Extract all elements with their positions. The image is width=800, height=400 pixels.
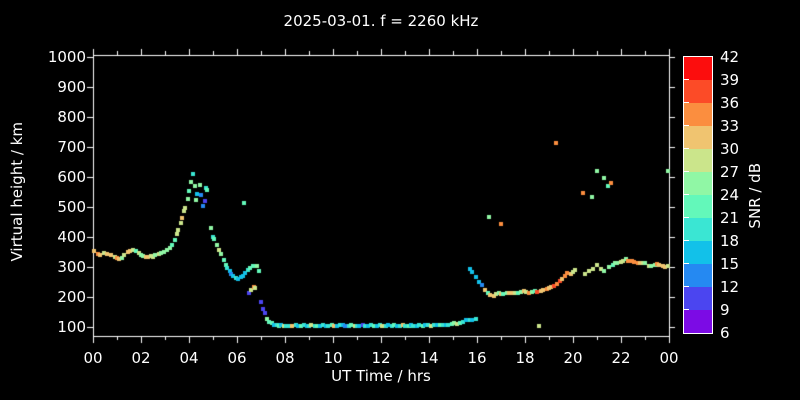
colorbar-segment [684,195,712,218]
colorbar-tick-label: 42 [720,48,740,66]
x-tick-label: 00 [83,349,103,367]
colorbar-tick-notch [684,217,689,218]
colorbar-tick-label: 18 [720,232,740,250]
y-tick-label: 800 [57,108,86,126]
colorbar-tick-notch [684,286,689,287]
y-tick-label: 300 [57,258,86,276]
colorbar-tick-label: 24 [720,186,740,204]
x-tick-label: 16 [467,349,487,367]
colorbar-tick-label: 21 [720,209,740,227]
plot-title: 2025-03-01. f = 2260 kHz [283,12,479,30]
x-tick-label: 02 [131,349,151,367]
colorbar-segment [684,264,712,287]
colorbar-segment [684,126,712,149]
colorbar-segment [684,103,712,126]
colorbar-segment [684,287,712,310]
colorbar-segment [684,57,712,80]
x-axis-label: UT Time / hrs [331,367,431,385]
colorbar-tick-label: 6 [720,324,730,342]
y-tick-label: 100 [57,318,86,336]
colorbar-label: SNR / dB [746,163,764,229]
x-tick-label: 04 [179,349,199,367]
colorbar-tick-label: 33 [720,117,740,135]
colorbar-segment [684,80,712,103]
y-tick-label: 700 [57,138,86,156]
y-tick-label: 600 [57,168,86,186]
x-tick-label: 18 [515,349,535,367]
y-tick-label: 500 [57,198,86,216]
colorbar-tick-notch [684,171,689,172]
snr-colorbar [683,56,713,334]
x-tick-label: 22 [611,349,631,367]
colorbar-tick-notch [684,240,689,241]
colorbar-tick-notch [684,125,689,126]
colorbar-tick-notch [684,263,689,264]
colorbar-tick-label: 9 [720,301,730,319]
colorbar-tick-notch [684,148,689,149]
x-tick-label: 06 [227,349,247,367]
colorbar-segment [684,310,712,333]
colorbar-tick-label: 39 [720,71,740,89]
colorbar-segment [684,241,712,264]
x-tick-label: 10 [323,349,343,367]
y-tick-label: 900 [57,78,86,96]
colorbar-tick-notch [684,309,689,310]
x-tick-label: 00 [659,349,679,367]
colorbar-segment [684,218,712,241]
colorbar-tick-label: 15 [720,255,740,273]
y-tick-label: 1000 [47,48,86,66]
x-tick-label: 12 [371,349,391,367]
colorbar-tick-notch [684,102,689,103]
y-tick-label: 200 [57,288,86,306]
x-tick-label: 20 [563,349,583,367]
colorbar-tick-label: 36 [720,94,740,112]
colorbar-tick-label: 30 [720,140,740,158]
colorbar-segment [684,172,712,195]
colorbar-tick-label: 27 [720,163,740,181]
x-tick-label: 08 [275,349,295,367]
colorbar-segment [684,149,712,172]
colorbar-tick-notch [684,194,689,195]
colorbar-tick-label: 12 [720,278,740,296]
colorbar-tick-notch [684,79,689,80]
y-tick-label: 400 [57,228,86,246]
x-tick-label: 14 [419,349,439,367]
